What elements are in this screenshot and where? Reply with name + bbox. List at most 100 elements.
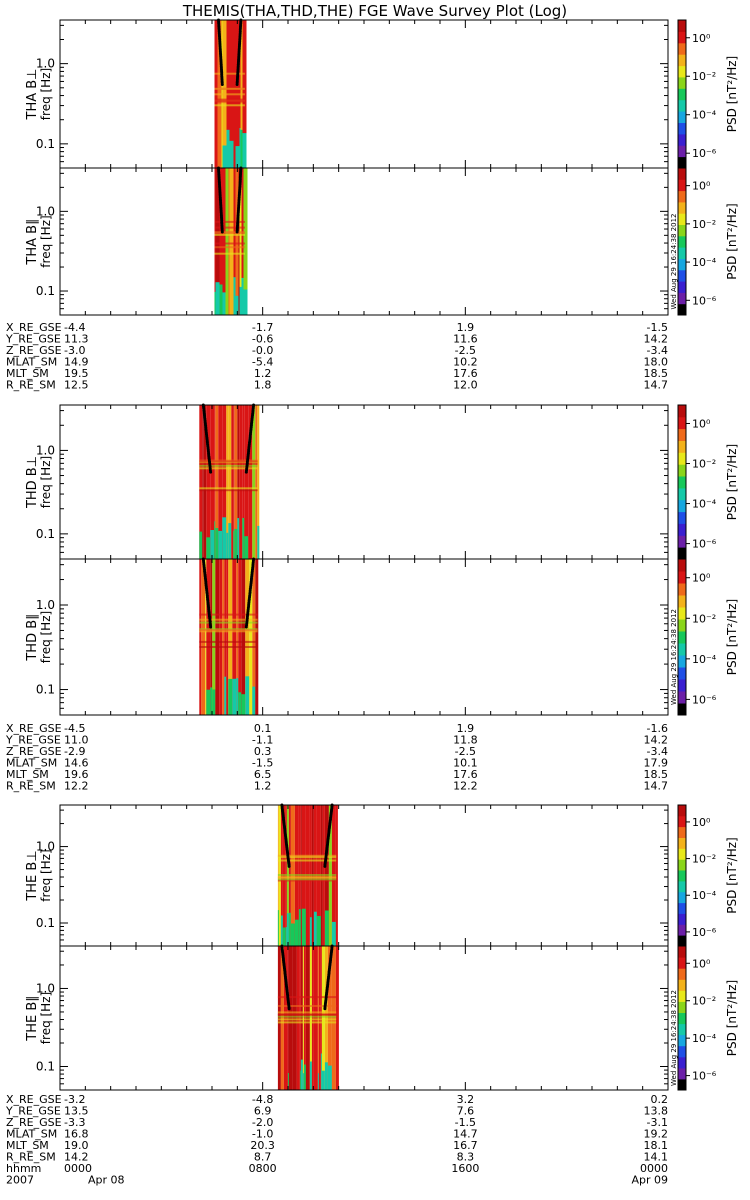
spectrogram-band: [214, 220, 245, 223]
colorbar-tick-label: 10⁻⁶: [692, 294, 717, 307]
spectrogram-band: [214, 93, 245, 96]
spectrogram-strip: [248, 405, 253, 559]
spectrogram-band: [199, 646, 258, 648]
colorbar-segment: [678, 405, 686, 418]
colorbar-segment: [678, 1067, 686, 1080]
colorbar-segment: [678, 979, 686, 991]
orbit-row-label: X_RE_GSE: [6, 1093, 62, 1106]
spectrogram-lowfreq: [228, 678, 233, 715]
colorbar-segment: [678, 870, 686, 882]
spectrogram-strip: [233, 168, 236, 315]
time-tick-label: 1600: [451, 1162, 479, 1175]
orbit-value: 19.0: [64, 1139, 89, 1152]
spectrogram-lowfreq: [236, 678, 239, 715]
colorbar-tick-label: 10⁰: [692, 32, 711, 45]
colorbar: 10⁰ 10⁻² 10⁻⁴ 10⁻⁶ PSD [nT²/Hz]: [677, 945, 739, 1091]
orbit-row-label: Z_RE_GSE: [6, 344, 62, 357]
orbit-value: 14.2: [644, 333, 669, 346]
orbit-value: -2.5: [455, 344, 476, 357]
orbit-value: 19.6: [64, 768, 89, 781]
orbit-value: -1.5: [647, 321, 668, 334]
spectrogram-strip: [296, 946, 300, 1090]
gyro-dot: [244, 470, 248, 474]
orbit-value: 20.3: [250, 1139, 275, 1152]
spectrogram-band: [199, 640, 258, 643]
spectrogram-lowfreq: [233, 277, 236, 315]
spectrogram-strip: [252, 405, 256, 559]
colorbar-tick-label: 10⁻²: [692, 995, 716, 1008]
colorbar-tick-label: 10⁻⁶: [692, 147, 717, 160]
y-tick-label: 1.0: [36, 204, 55, 218]
colorbar-tick-label: 10⁻⁴: [692, 109, 717, 122]
spectrogram-strip: [245, 559, 250, 715]
spectrogram-band: [199, 629, 258, 632]
colorbar-segment: [678, 416, 686, 430]
colorbar-label: PSD [nT²/Hz]: [725, 56, 739, 132]
spectrogram-strip: [202, 405, 204, 559]
colorbar-frame: [677, 167, 687, 316]
spectrogram-band: [277, 1011, 337, 1014]
colorbar: 10⁰ 10⁻² 10⁻⁴ 10⁻⁶ PSD [nT²/Hz]: [677, 558, 739, 716]
spectrogram-lowfreq: [252, 686, 256, 715]
spectrogram-lowfreq: [244, 536, 249, 559]
spectrogram-strip: [241, 559, 246, 715]
spectrogram-lowfreq: [224, 676, 227, 715]
spectrogram-lowfreq: [199, 531, 203, 559]
colorbar-segment: [678, 607, 686, 620]
colorbar-segment: [678, 179, 686, 192]
colorbar-label: PSD [nT²/Hz]: [725, 837, 739, 913]
orbit-row-label: Y_RE_GSE: [5, 333, 61, 346]
spectrogram-panel: 1.0 0.1 THD B⊥ freq [Hz]: [25, 403, 669, 560]
orbit-value: 0.1: [254, 722, 272, 735]
colorbar-segment: [678, 815, 686, 828]
gyro-dot: [209, 625, 213, 629]
spectrogram-strip: [233, 405, 235, 559]
colorbar-segment: [678, 935, 686, 947]
spectrogram-strip: [229, 168, 232, 315]
colorbar-segment: [678, 201, 686, 214]
orbit-row-label: R_RE_SM: [6, 379, 56, 392]
spectrogram-lowfreq: [294, 919, 299, 946]
spectrogram-strip: [219, 168, 223, 315]
spectrogram-lowfreq: [210, 530, 215, 559]
spectrogram-lowfreq: [206, 537, 211, 559]
spectrogram-strip: [252, 559, 256, 715]
colorbar-label: PSD [nT²/Hz]: [725, 599, 739, 675]
spectrogram-lowfreq: [210, 687, 213, 715]
spectrogram-strip: [224, 559, 227, 715]
colorbar-segment: [678, 247, 686, 259]
orbit-value: 16.7: [453, 1139, 478, 1152]
colorbar: 10⁰ 10⁻² 10⁻⁴ 10⁻⁶ PSD [nT²/Hz]: [677, 167, 739, 316]
colorbar-segment: [678, 837, 686, 849]
spectrogram-band: [199, 618, 258, 621]
spectrogram-lowfreq: [233, 530, 235, 559]
spectrogram-panel: 1.0 0.1 THA B⊥ freq [Hz]: [25, 18, 669, 169]
gyro-dot: [220, 83, 224, 86]
orbit-table: X_RE_GSE -4.4 -1.7 1.9 -1.5 Y_RE_GSE 11.3 -0.6 1…: [5, 321, 668, 392]
colorbar-segment: [678, 122, 686, 135]
spectrogram-band: [199, 467, 258, 470]
colorbar-tick-label: 10⁻²: [692, 218, 716, 231]
spectrogram-strip: [244, 405, 249, 559]
spectrogram-lowfreq: [313, 911, 317, 946]
time-tick-label: 0000: [640, 1162, 668, 1175]
spectrogram-strip: [318, 946, 321, 1090]
spectrogram-strip: [313, 946, 318, 1090]
orbit-value: 6.9: [254, 1105, 272, 1118]
colorbar-segment: [678, 303, 686, 316]
spectrogram-lowfreq: [300, 1059, 303, 1090]
spectrogram-strip: [255, 405, 258, 559]
colorbar-segment: [678, 133, 686, 146]
orbit-value: -4.8: [252, 1093, 273, 1106]
colorbar-segment: [678, 76, 686, 89]
spectrogram-lowfreq: [298, 909, 301, 946]
y-tick-label: 1.0: [36, 598, 55, 612]
date-end-label: Apr 09: [631, 1174, 668, 1187]
spectrogram-band: [214, 98, 245, 101]
orbit-value: 16.8: [64, 1128, 89, 1141]
colorbar-segment: [678, 848, 686, 860]
orbit-row-label: X_RE_GSE: [6, 722, 62, 735]
spectrogram-lowfreq: [303, 1064, 306, 1090]
orbit-value: 10.1: [453, 757, 478, 770]
colorbar-tick-label: 10⁻²: [692, 458, 716, 471]
